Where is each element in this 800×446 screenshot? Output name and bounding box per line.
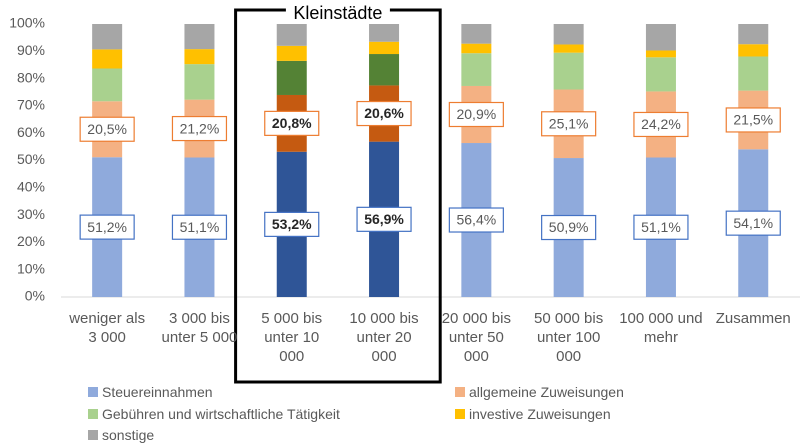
value-label: 21,2% xyxy=(180,120,220,136)
legend-swatch xyxy=(88,387,98,397)
bar-segment xyxy=(184,64,215,100)
value-label-box xyxy=(448,207,504,233)
value-label-box xyxy=(79,214,135,240)
value-label-box xyxy=(264,211,320,237)
bar-segment xyxy=(738,56,769,91)
value-label-box xyxy=(79,116,135,142)
y-tick-label: 50% xyxy=(17,151,45,167)
x-tick-label: 5 000 bis unter 10 000 xyxy=(261,310,323,365)
legend-swatch xyxy=(88,430,98,440)
value-label-box xyxy=(171,115,228,142)
bar-segment xyxy=(645,50,676,58)
highlight-label-bg xyxy=(285,2,390,22)
x-tick-label: Zusammen xyxy=(715,310,791,327)
y-tick-label: 20% xyxy=(17,233,45,249)
value-label-box xyxy=(725,107,781,133)
y-tick-label: 30% xyxy=(17,206,45,222)
bar-segment xyxy=(461,53,492,86)
legend-label: investive Zuweisungen xyxy=(469,406,611,422)
value-label: 25,1% xyxy=(549,115,589,131)
bar-segment xyxy=(369,24,400,42)
value-label-box xyxy=(541,214,597,241)
value-label-box xyxy=(541,111,597,137)
bar-segment xyxy=(645,24,676,51)
x-tick-label: 3 000 bis unter 5 000 xyxy=(161,310,238,346)
x-tick-label: 100 000 und mehr xyxy=(619,310,703,346)
legend-swatch xyxy=(88,409,98,419)
value-label-box xyxy=(356,206,412,232)
bar-segment xyxy=(461,24,492,44)
value-label-box xyxy=(633,214,689,240)
value-label-box xyxy=(448,101,504,128)
value-label: 56,9% xyxy=(364,211,404,227)
bar-segment xyxy=(738,44,769,57)
legend-label: sonstige xyxy=(102,427,155,443)
value-label: 54,1% xyxy=(733,215,773,231)
x-tick-label: 10 000 bis unter 20 000 xyxy=(349,310,419,365)
bar-segment xyxy=(184,24,215,50)
y-tick-label: 0% xyxy=(25,288,45,304)
x-tick-label: 50 000 bis unter 100 000 xyxy=(534,310,604,365)
y-tick-label: 60% xyxy=(17,124,45,140)
value-label: 20,9% xyxy=(456,106,496,122)
value-label-box xyxy=(633,111,689,138)
legend-label: allgemeine Zuweisungen xyxy=(469,384,624,400)
value-label-box xyxy=(725,210,781,236)
legend-label: Gebühren und wirtschaftliche Tätigkeit xyxy=(102,406,340,422)
bar-segment xyxy=(276,24,307,46)
y-tick-label: 90% xyxy=(17,42,45,58)
bar-segment xyxy=(92,24,123,50)
legend-label: Steuereinnahmen xyxy=(102,384,213,400)
value-label: 51,1% xyxy=(641,219,681,235)
highlight-label: Kleinstädte xyxy=(293,3,382,23)
y-tick-label: 40% xyxy=(17,179,45,195)
y-tick-label: 80% xyxy=(17,69,45,85)
legend-swatch xyxy=(455,409,465,419)
bar-segment xyxy=(369,41,400,55)
value-label: 56,4% xyxy=(456,212,496,228)
value-label-box xyxy=(171,214,228,240)
bar-segment xyxy=(369,54,400,86)
bar-segment xyxy=(276,45,307,61)
value-label: 20,8% xyxy=(272,115,312,131)
bar-segment xyxy=(184,49,215,65)
y-tick-label: 10% xyxy=(17,260,45,276)
value-label: 53,2% xyxy=(272,216,312,232)
value-label: 50,9% xyxy=(549,219,589,235)
x-tick-label: weniger als 3 000 xyxy=(69,310,146,346)
bar-segment xyxy=(276,60,307,95)
value-label-box xyxy=(356,100,412,127)
y-tick-label: 100% xyxy=(9,15,45,31)
bar-segment xyxy=(92,49,123,69)
value-label: 20,6% xyxy=(364,105,404,121)
bar-segment xyxy=(461,43,492,54)
x-tick-label: 20 000 bis unter 50 000 xyxy=(441,310,511,365)
bar-segment xyxy=(553,52,584,90)
value-label: 51,2% xyxy=(87,219,127,235)
bar-segment xyxy=(553,44,584,53)
value-label-box xyxy=(264,110,320,136)
bar-segment xyxy=(645,57,676,92)
value-label: 21,5% xyxy=(733,112,773,128)
value-label: 51,1% xyxy=(180,219,220,235)
value-label: 20,5% xyxy=(87,121,127,137)
y-tick-label: 70% xyxy=(17,97,45,113)
legend-swatch xyxy=(455,387,465,397)
value-label: 24,2% xyxy=(641,116,681,132)
bar-segment xyxy=(92,68,123,102)
bar-segment xyxy=(553,24,584,45)
bar-segment xyxy=(738,24,769,45)
